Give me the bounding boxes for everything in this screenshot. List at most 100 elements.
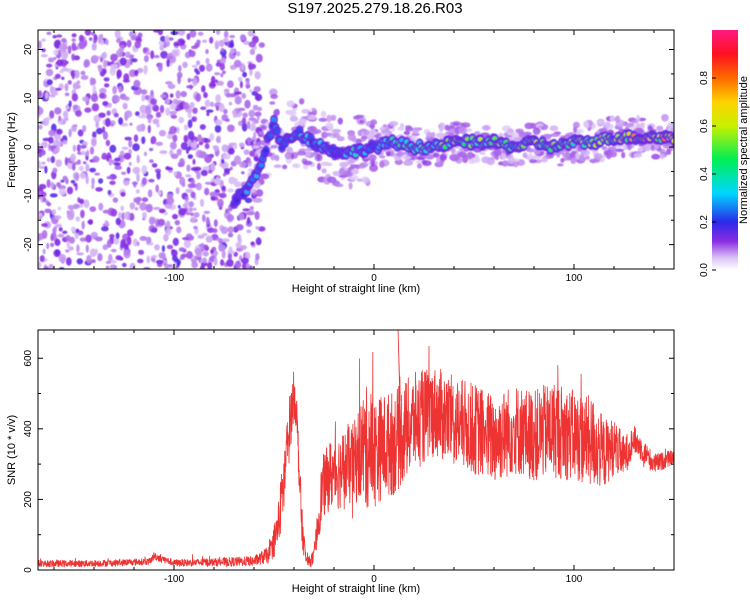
spectrogram-cell bbox=[258, 162, 264, 168]
spectrogram-cell bbox=[46, 157, 51, 163]
spectrogram-cell bbox=[195, 182, 202, 191]
spectrogram-cell bbox=[238, 76, 243, 83]
spectrogram-cell bbox=[246, 216, 251, 225]
spectrogram-cell bbox=[38, 212, 43, 217]
spectrogram-cell bbox=[198, 141, 204, 146]
spectrogram-cell bbox=[56, 34, 63, 38]
spectrogram-cell bbox=[255, 53, 263, 63]
colorbar-tick-label: 0.6 bbox=[699, 119, 710, 133]
spectrogram-cell bbox=[110, 208, 118, 217]
spectrogram-cell bbox=[210, 195, 216, 201]
spectrogram-cell bbox=[169, 93, 174, 98]
spectrogram-cell bbox=[106, 110, 111, 116]
spectrogram-cell bbox=[106, 239, 112, 248]
spectrogram-cell bbox=[318, 117, 328, 122]
spectrogram-cell bbox=[601, 146, 607, 150]
spectrogram-cell bbox=[68, 128, 72, 138]
spectrogram-cell bbox=[44, 208, 52, 214]
spectrogram-cell bbox=[153, 54, 160, 59]
spectrogram-cell bbox=[238, 161, 247, 168]
spectrogram-cell bbox=[195, 93, 202, 102]
spectrogram-cell bbox=[95, 120, 99, 129]
spectrogram-cell bbox=[116, 49, 123, 58]
spectrogram-cell bbox=[118, 85, 123, 93]
spectrogram-cell bbox=[490, 156, 496, 160]
spectrogram-cell bbox=[118, 211, 122, 219]
spectrogram-cell bbox=[157, 30, 163, 36]
spectrogram-cell bbox=[556, 151, 561, 158]
spectrogram-cell bbox=[186, 164, 191, 172]
spectrogram-cell bbox=[80, 75, 89, 80]
spectrogram-cell bbox=[379, 126, 386, 131]
y-tick-label: 0 bbox=[23, 144, 34, 150]
spectrogram-cell bbox=[220, 226, 229, 235]
spectrogram-cell bbox=[89, 167, 96, 173]
spectrogram-cell bbox=[465, 128, 473, 133]
spectrogram-cell bbox=[76, 244, 80, 253]
spectrogram-cell bbox=[202, 214, 206, 223]
spectrogram-cell bbox=[53, 56, 57, 61]
spectrogram-cell bbox=[134, 40, 142, 49]
spectrogram-cell bbox=[76, 252, 84, 256]
spectrogram-cell bbox=[47, 58, 55, 63]
spectrogram-cell bbox=[139, 236, 148, 241]
spectrogram-cell bbox=[189, 102, 195, 108]
spectrogram-cell bbox=[192, 140, 198, 150]
spectrogram-cell bbox=[316, 153, 321, 161]
spectrogram-cell bbox=[48, 263, 54, 269]
spectrogram-cell bbox=[213, 257, 218, 267]
spectrogram-cell bbox=[138, 249, 145, 255]
spectrogram-cell bbox=[51, 209, 57, 216]
spectrogram-cell bbox=[178, 116, 185, 124]
spectrogram-cell bbox=[169, 103, 177, 110]
spectrogram-cell bbox=[205, 49, 209, 55]
spectrogram-cell bbox=[183, 239, 191, 249]
spectrogram-cell bbox=[334, 183, 344, 188]
colorbar-tick-label: 0.8 bbox=[699, 71, 710, 85]
spectrogram-cell bbox=[227, 124, 235, 133]
x-tick-label: 100 bbox=[566, 574, 583, 585]
spectrogram-cell bbox=[200, 106, 207, 110]
spectrogram-cell bbox=[137, 115, 146, 119]
spectrogram-cell bbox=[102, 59, 107, 69]
snr-ticks: -100 0 100 0 200 400 600 bbox=[23, 330, 674, 585]
spectrogram-cell bbox=[159, 105, 165, 114]
spectrogram-cell bbox=[58, 115, 62, 122]
spectrogram-cell bbox=[50, 146, 54, 152]
spectrogram-cell bbox=[471, 157, 481, 163]
spectrogram-cell bbox=[152, 206, 161, 211]
spectrogram-cell bbox=[214, 40, 220, 49]
spectrogram-cell bbox=[172, 50, 178, 58]
spectrogram-cell bbox=[102, 131, 108, 140]
spectrogram-cell bbox=[660, 153, 665, 160]
spectrogram-cell bbox=[108, 157, 113, 166]
spectrogram-cell bbox=[85, 234, 92, 243]
spectrogram-cell bbox=[183, 124, 189, 131]
spectrogram-cell bbox=[105, 139, 111, 147]
spectrogram-cell bbox=[38, 147, 42, 154]
spectrogram-cell bbox=[394, 155, 402, 161]
spectrogram-cell bbox=[311, 107, 316, 111]
spectrogram-cell bbox=[94, 172, 100, 176]
spectrogram-cell bbox=[160, 35, 166, 42]
spectrogram-cell bbox=[270, 144, 278, 149]
spectrogram-cell bbox=[172, 237, 179, 246]
spectrogram-cell bbox=[233, 155, 242, 165]
spectrogram-cell bbox=[232, 109, 237, 119]
spectrogram-cell bbox=[107, 176, 113, 180]
spectrogram-cell bbox=[260, 125, 267, 131]
spectrogram-cell bbox=[208, 169, 213, 174]
spectrogram-cell bbox=[240, 257, 249, 264]
spectrogram-cell bbox=[206, 111, 210, 117]
spectrogram-cell bbox=[339, 167, 346, 176]
spectrogram-cell bbox=[397, 126, 405, 131]
spectrogram-cell bbox=[48, 129, 56, 137]
spectrogram-cell bbox=[223, 88, 230, 93]
x-tick-label: -100 bbox=[164, 574, 184, 585]
spectrogram-cell bbox=[112, 174, 117, 180]
spectrogram-cell bbox=[286, 100, 295, 108]
spectrogram-cell bbox=[166, 244, 174, 250]
spectrogram-cell bbox=[53, 226, 58, 230]
spectrogram-cell bbox=[42, 137, 51, 142]
spectrogram-cell bbox=[328, 125, 334, 132]
